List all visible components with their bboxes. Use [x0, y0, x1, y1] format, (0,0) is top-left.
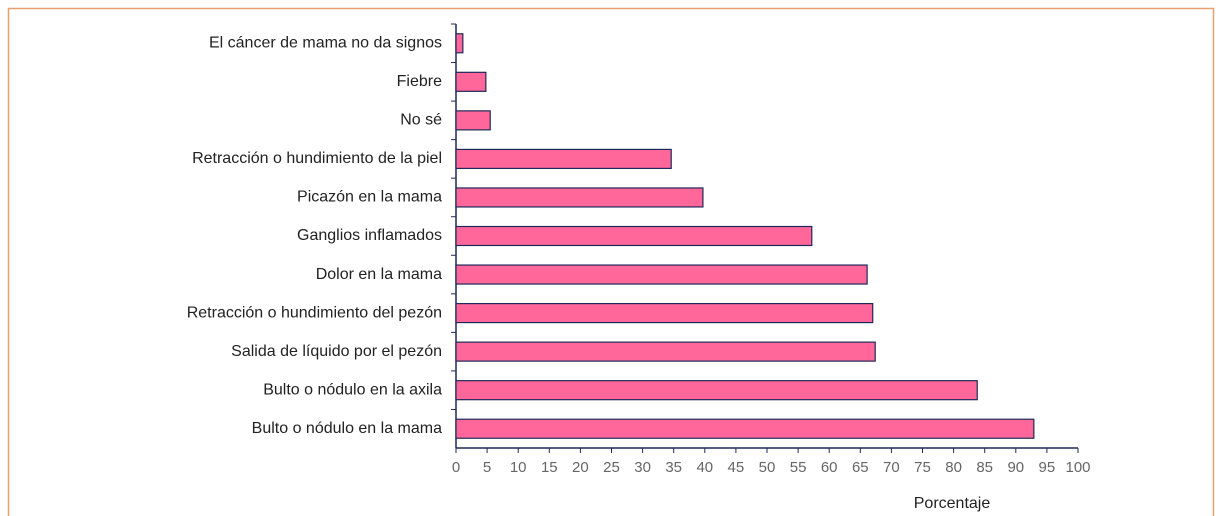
y-tick-label: Salida de líquido por el pezón [231, 343, 442, 360]
x-tick-label: 65 [852, 459, 869, 476]
y-tick-label: Ganglios inflamados [297, 227, 442, 244]
y-tick-label: Fiebre [397, 73, 442, 90]
y-tick-label: Retracción o hundimiento de la piel [192, 150, 442, 167]
x-tick-label: 80 [945, 459, 962, 476]
x-tick-label: 20 [572, 459, 589, 476]
bar [455, 187, 704, 208]
x-tick-label: 85 [976, 459, 993, 476]
bar [455, 380, 978, 401]
y-tick-label: Bulto o nódulo en la axila [263, 381, 442, 398]
x-tick-label: 10 [510, 459, 527, 476]
x-tick-label: 95 [1039, 459, 1056, 476]
x-tick-label: 60 [821, 459, 838, 476]
x-tick-label: 0 [452, 459, 460, 476]
bar [455, 341, 876, 362]
x-tick-label: 50 [759, 459, 776, 476]
x-tick-label: 55 [790, 459, 807, 476]
x-tick-label: 35 [665, 459, 682, 476]
x-tick-label: 70 [883, 459, 900, 476]
x-tick-label: 5 [483, 459, 491, 476]
x-tick-label: 45 [728, 459, 745, 476]
y-tick-label: Bulto o nódulo en la mama [252, 420, 442, 437]
x-tick-label: 25 [603, 459, 620, 476]
y-tick-label: Dolor en la mama [316, 266, 442, 283]
x-tick-label: 90 [1007, 459, 1024, 476]
y-tick-label: Retracción o hundimiento del pezón [187, 304, 442, 321]
x-tick-label: 15 [541, 459, 558, 476]
bar [455, 264, 868, 285]
bar [455, 148, 672, 170]
x-tick-label: 30 [634, 459, 651, 476]
y-tick-label: Picazón en la mama [297, 189, 442, 206]
bar [455, 110, 491, 131]
bar [455, 302, 874, 324]
bar [455, 71, 487, 92]
x-tick-label: 100 [1065, 459, 1090, 476]
x-axis-title: Porcentaje [914, 495, 991, 512]
x-tick-label: 40 [696, 459, 713, 476]
frame [7, 7, 1215, 516]
y-tick-label: El cáncer de mama no da signos [209, 34, 442, 51]
y-tick-label: No sé [400, 112, 442, 129]
bar [455, 33, 464, 54]
bar [455, 225, 813, 247]
x-tick-label: 75 [914, 459, 931, 476]
bar [455, 418, 1035, 439]
